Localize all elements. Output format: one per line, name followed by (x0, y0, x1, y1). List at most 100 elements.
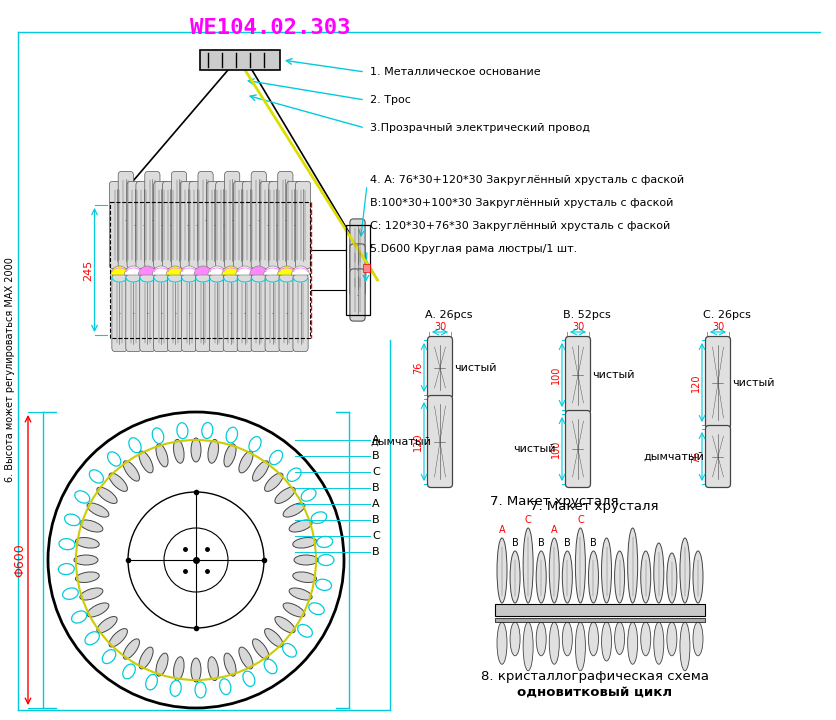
Wedge shape (180, 266, 198, 275)
Ellipse shape (562, 551, 572, 603)
FancyBboxPatch shape (260, 181, 275, 269)
Text: чистый: чистый (591, 370, 634, 380)
Ellipse shape (509, 551, 519, 603)
Ellipse shape (614, 622, 624, 654)
Ellipse shape (155, 653, 168, 676)
Ellipse shape (123, 461, 140, 481)
FancyBboxPatch shape (206, 181, 222, 269)
Wedge shape (207, 266, 226, 275)
FancyBboxPatch shape (242, 181, 257, 269)
FancyBboxPatch shape (189, 181, 204, 269)
Wedge shape (152, 266, 170, 275)
Ellipse shape (497, 622, 507, 665)
Text: B: B (371, 451, 380, 461)
FancyBboxPatch shape (167, 274, 182, 351)
Ellipse shape (109, 473, 127, 492)
Text: B: B (511, 538, 517, 548)
FancyBboxPatch shape (427, 336, 452, 398)
Ellipse shape (288, 588, 312, 600)
Text: дымчатый: дымчатый (642, 451, 703, 462)
Text: C: C (371, 531, 380, 541)
Text: 6. Высота может регулироваться MAX 2000: 6. Высота может регулироваться MAX 2000 (5, 258, 15, 482)
Ellipse shape (79, 520, 103, 532)
Ellipse shape (274, 487, 295, 503)
Wedge shape (291, 266, 309, 275)
Text: 30: 30 (433, 322, 446, 332)
Ellipse shape (509, 622, 519, 656)
FancyBboxPatch shape (705, 426, 730, 487)
FancyBboxPatch shape (112, 274, 127, 351)
Bar (494, 618, 704, 622)
Text: чистый: чистый (512, 444, 555, 454)
FancyBboxPatch shape (198, 171, 213, 269)
Ellipse shape (574, 622, 584, 671)
Wedge shape (222, 266, 240, 275)
Ellipse shape (588, 551, 598, 603)
FancyBboxPatch shape (162, 181, 177, 269)
Ellipse shape (293, 572, 316, 582)
FancyBboxPatch shape (251, 171, 266, 269)
Ellipse shape (224, 653, 236, 676)
Ellipse shape (497, 538, 507, 603)
Wedge shape (194, 266, 212, 275)
FancyBboxPatch shape (293, 274, 308, 351)
Bar (200, 50, 280, 70)
Ellipse shape (207, 657, 218, 680)
Ellipse shape (252, 639, 268, 659)
Ellipse shape (536, 551, 546, 603)
FancyBboxPatch shape (286, 181, 302, 269)
Ellipse shape (522, 622, 533, 671)
Ellipse shape (264, 473, 283, 492)
Text: A: A (371, 435, 380, 445)
Text: B: B (589, 538, 596, 548)
FancyBboxPatch shape (349, 244, 364, 296)
Ellipse shape (264, 629, 283, 647)
FancyBboxPatch shape (278, 274, 294, 351)
Text: B:100*30+100*30 Закруглённый хрусталь с фаской: B:100*30+100*30 Закруглённый хрусталь с … (370, 198, 673, 208)
Text: C. 26pcs: C. 26pcs (702, 310, 750, 320)
Ellipse shape (601, 622, 611, 661)
FancyBboxPatch shape (237, 274, 252, 351)
Text: 245: 245 (84, 259, 94, 281)
FancyBboxPatch shape (278, 171, 293, 269)
Text: WE104.02.303: WE104.02.303 (190, 18, 350, 38)
Text: дымчатый: дымчатый (370, 436, 431, 446)
Wedge shape (110, 266, 128, 275)
Text: 120: 120 (412, 432, 422, 451)
Ellipse shape (238, 647, 252, 669)
Ellipse shape (238, 451, 252, 473)
Ellipse shape (293, 538, 316, 548)
Bar (110, 202, 310, 338)
Ellipse shape (293, 555, 318, 565)
FancyBboxPatch shape (349, 269, 364, 321)
Text: 1. Металлическое основание: 1. Металлическое основание (370, 67, 540, 77)
FancyBboxPatch shape (171, 171, 186, 269)
Text: 7. Макет хрусталя: 7. Макет хрусталя (529, 500, 658, 513)
Text: 100: 100 (550, 366, 560, 384)
Text: 30: 30 (571, 322, 584, 332)
Ellipse shape (155, 444, 168, 467)
Ellipse shape (75, 572, 99, 582)
FancyBboxPatch shape (195, 274, 211, 351)
Text: A. 26pcs: A. 26pcs (425, 310, 472, 320)
Ellipse shape (548, 538, 558, 603)
Text: 5.D600 Круглая рама люстры/1 шт.: 5.D600 Круглая рама люстры/1 шт. (370, 244, 577, 254)
Text: 7. Макет хрусталя: 7. Макет хрусталя (489, 495, 618, 508)
Ellipse shape (97, 616, 117, 633)
Ellipse shape (274, 616, 295, 633)
Ellipse shape (679, 538, 689, 603)
Text: 8. кристаллографическая схема: 8. кристаллографическая схема (481, 670, 708, 683)
Ellipse shape (653, 622, 663, 665)
Ellipse shape (75, 538, 99, 548)
Ellipse shape (87, 503, 109, 517)
Text: B: B (538, 538, 544, 548)
Text: 4. A: 76*30+120*30 Закруглённый хрусталь с фаской: 4. A: 76*30+120*30 Закруглённый хрусталь… (370, 175, 683, 185)
Text: 120: 120 (691, 373, 701, 392)
Text: A: A (498, 525, 505, 535)
Ellipse shape (74, 555, 98, 565)
Bar (345, 225, 369, 315)
Ellipse shape (627, 528, 637, 603)
Text: B: B (371, 547, 380, 557)
Text: чистый: чистый (453, 362, 496, 372)
Wedge shape (278, 266, 295, 275)
